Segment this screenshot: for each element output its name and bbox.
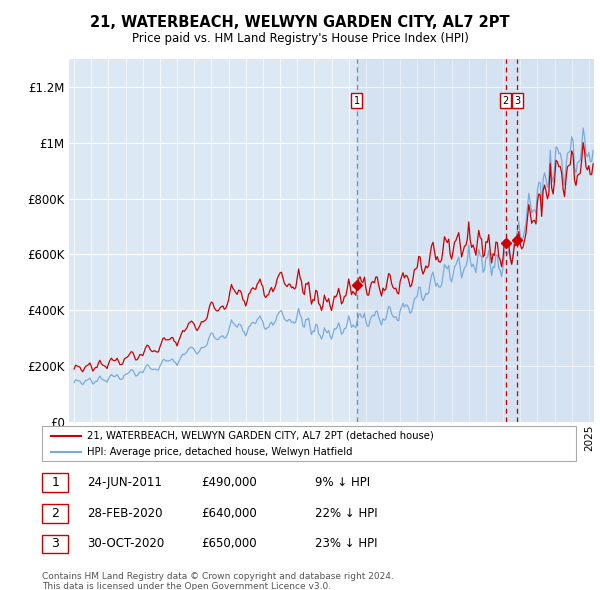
Bar [357, 59, 594, 422]
Text: 22% ↓ HPI: 22% ↓ HPI [315, 507, 377, 520]
Text: Price paid vs. HM Land Registry's House Price Index (HPI): Price paid vs. HM Land Registry's House … [131, 32, 469, 45]
Text: £650,000: £650,000 [201, 537, 257, 550]
Text: 1: 1 [51, 476, 59, 489]
Text: 2: 2 [503, 96, 509, 106]
Text: 1: 1 [354, 96, 360, 106]
Text: HPI: Average price, detached house, Welwyn Hatfield: HPI: Average price, detached house, Welw… [87, 447, 353, 457]
Text: 21, WATERBEACH, WELWYN GARDEN CITY, AL7 2PT: 21, WATERBEACH, WELWYN GARDEN CITY, AL7 … [90, 15, 510, 30]
Text: 9% ↓ HPI: 9% ↓ HPI [315, 476, 370, 489]
Text: This data is licensed under the Open Government Licence v3.0.: This data is licensed under the Open Gov… [42, 582, 331, 590]
Text: 23% ↓ HPI: 23% ↓ HPI [315, 537, 377, 550]
Text: 21, WATERBEACH, WELWYN GARDEN CITY, AL7 2PT (detached house): 21, WATERBEACH, WELWYN GARDEN CITY, AL7 … [87, 431, 434, 441]
Text: Contains HM Land Registry data © Crown copyright and database right 2024.: Contains HM Land Registry data © Crown c… [42, 572, 394, 581]
Text: 2: 2 [51, 507, 59, 520]
Text: 30-OCT-2020: 30-OCT-2020 [87, 537, 164, 550]
Text: £640,000: £640,000 [201, 507, 257, 520]
Text: £490,000: £490,000 [201, 476, 257, 489]
Text: 3: 3 [514, 96, 520, 106]
Text: 28-FEB-2020: 28-FEB-2020 [87, 507, 163, 520]
Text: 3: 3 [51, 537, 59, 550]
Text: 24-JUN-2011: 24-JUN-2011 [87, 476, 162, 489]
